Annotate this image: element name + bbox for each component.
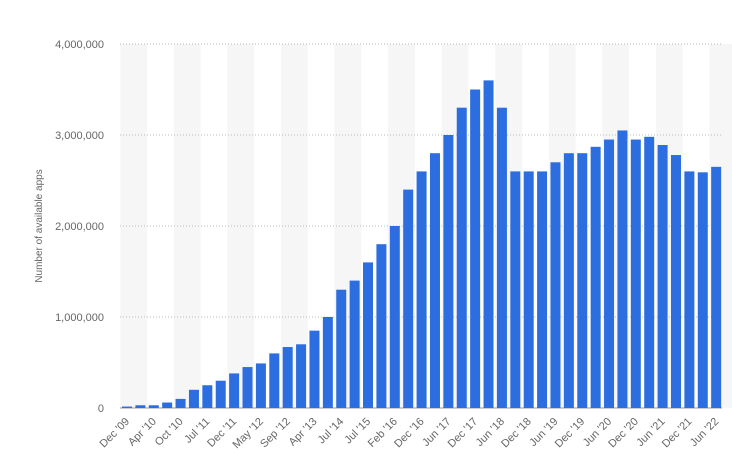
bar — [188, 389, 199, 408]
bar — [590, 146, 601, 408]
y-tick-label: 2,000,000 — [55, 221, 104, 233]
bar — [255, 363, 266, 408]
bar — [229, 373, 240, 408]
bar — [162, 402, 173, 408]
bar — [697, 172, 708, 408]
bar — [269, 353, 280, 408]
bar — [617, 130, 628, 408]
bar — [523, 171, 534, 408]
y-tick-label: 1,000,000 — [55, 312, 104, 324]
bar — [376, 244, 387, 408]
bar — [550, 162, 561, 408]
y-tick-label: 0 — [98, 403, 104, 415]
x-tick-label: Dec '17 — [446, 416, 481, 451]
bar — [403, 189, 414, 408]
background-band — [120, 44, 148, 408]
bar — [349, 280, 360, 408]
bar — [684, 171, 695, 408]
x-tick-label: Apr '10 — [126, 416, 159, 449]
bar — [604, 139, 615, 409]
bar — [309, 330, 320, 408]
bar — [510, 171, 521, 408]
y-tick-label: 4,000,000 — [55, 39, 104, 51]
bar — [537, 171, 548, 408]
y-axis-label: Number of available apps — [34, 169, 45, 282]
x-tick-label: Jun '22 — [688, 416, 721, 449]
bar — [630, 139, 641, 409]
bar — [296, 344, 307, 408]
bar — [122, 406, 132, 408]
bar — [215, 380, 226, 408]
bar — [175, 398, 186, 408]
bar — [389, 226, 400, 408]
bar — [148, 405, 159, 408]
x-tick-label: Dec '20 — [606, 416, 641, 451]
bar — [470, 89, 481, 408]
bar — [483, 80, 494, 409]
bar — [563, 153, 574, 408]
bar — [443, 135, 454, 408]
x-tick-label: Dec '19 — [553, 416, 588, 451]
background-band — [173, 44, 201, 408]
bar — [711, 166, 722, 408]
bar — [416, 171, 427, 408]
bar — [496, 107, 507, 408]
bar — [456, 107, 467, 408]
bar — [429, 153, 440, 408]
x-tick-label: Apr '13 — [287, 416, 320, 449]
x-tick-label: Dec '09 — [98, 416, 133, 451]
x-tick-label: Jul '14 — [316, 416, 347, 447]
x-tick-label: Dec '18 — [499, 416, 534, 451]
bar — [670, 155, 681, 408]
x-tick-label: Sep '12 — [258, 416, 293, 451]
bar — [242, 367, 253, 408]
bar — [363, 262, 374, 408]
bar — [135, 405, 146, 408]
bar — [322, 317, 333, 408]
x-tick-label: Dec '21 — [660, 416, 695, 451]
bar — [202, 385, 213, 408]
y-tick-label: 3,000,000 — [55, 130, 104, 142]
bar — [644, 136, 655, 408]
x-tick-label: Dec '16 — [392, 416, 427, 451]
x-tick-label: Oct '10 — [153, 416, 186, 449]
bar — [336, 289, 347, 408]
bar — [577, 153, 588, 408]
bar — [282, 347, 293, 408]
bar — [657, 145, 668, 408]
